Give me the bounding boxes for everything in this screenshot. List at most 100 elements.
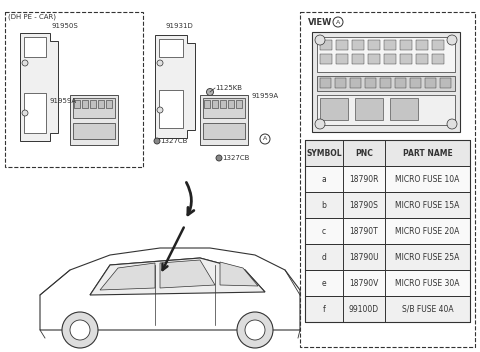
Bar: [384, 40, 396, 50]
Text: MICRO FUSE 20A: MICRO FUSE 20A: [396, 226, 460, 235]
Bar: [320, 54, 332, 64]
Text: b: b: [322, 201, 326, 209]
Circle shape: [206, 88, 214, 95]
Circle shape: [22, 110, 28, 116]
Bar: [24, 93, 46, 133]
Bar: [203, 98, 245, 118]
Bar: [305, 218, 470, 244]
Circle shape: [245, 320, 265, 340]
Polygon shape: [40, 248, 300, 330]
Text: 91959A: 91959A: [252, 93, 279, 99]
Bar: [305, 270, 470, 296]
Text: (DH PE - CAR): (DH PE - CAR): [8, 14, 56, 20]
Bar: [73, 98, 115, 118]
Bar: [350, 78, 361, 88]
Circle shape: [315, 35, 325, 45]
Text: 18790V: 18790V: [349, 278, 379, 288]
Text: MICRO FUSE 30A: MICRO FUSE 30A: [395, 278, 460, 288]
Bar: [400, 54, 412, 64]
Bar: [228, 100, 234, 108]
Bar: [395, 78, 406, 88]
Circle shape: [62, 312, 98, 348]
Circle shape: [157, 60, 163, 66]
Text: PNC: PNC: [355, 149, 373, 157]
Bar: [312, 32, 460, 132]
Text: 91931D: 91931D: [165, 23, 193, 29]
Text: 18790U: 18790U: [349, 252, 379, 262]
Bar: [98, 100, 104, 108]
Text: 18790S: 18790S: [349, 201, 378, 209]
Bar: [305, 192, 470, 218]
Bar: [335, 78, 346, 88]
Bar: [305, 166, 470, 192]
Bar: [320, 78, 331, 88]
Bar: [352, 54, 364, 64]
Bar: [432, 40, 444, 50]
Bar: [336, 40, 348, 50]
Text: S/B FUSE 40A: S/B FUSE 40A: [402, 304, 453, 314]
Bar: [320, 40, 332, 50]
Polygon shape: [20, 33, 58, 141]
Bar: [400, 40, 412, 50]
Bar: [203, 123, 245, 139]
Bar: [305, 244, 470, 270]
Bar: [368, 54, 380, 64]
Bar: [305, 140, 470, 322]
Bar: [368, 40, 380, 50]
Bar: [425, 78, 436, 88]
Bar: [440, 78, 451, 88]
Bar: [159, 90, 183, 128]
Text: 1327CB: 1327CB: [222, 155, 250, 161]
Text: 91959A: 91959A: [50, 98, 77, 104]
Bar: [70, 95, 118, 145]
Bar: [320, 98, 348, 120]
Bar: [90, 100, 96, 108]
Circle shape: [315, 119, 325, 129]
Circle shape: [447, 119, 457, 129]
Text: a: a: [322, 175, 326, 183]
Bar: [106, 100, 112, 108]
Text: SYMBOL: SYMBOL: [306, 149, 342, 157]
Circle shape: [333, 17, 343, 27]
Text: d: d: [322, 252, 326, 262]
Text: 99100D: 99100D: [349, 304, 379, 314]
Text: 1125KB: 1125KB: [215, 85, 242, 91]
FancyArrowPatch shape: [186, 182, 194, 215]
Bar: [416, 54, 428, 64]
Text: c: c: [322, 226, 326, 235]
Text: f: f: [323, 304, 325, 314]
Text: MICRO FUSE 10A: MICRO FUSE 10A: [396, 175, 460, 183]
Bar: [24, 37, 46, 57]
Text: MICRO FUSE 25A: MICRO FUSE 25A: [396, 252, 460, 262]
Bar: [317, 37, 455, 72]
Polygon shape: [155, 35, 195, 138]
Bar: [74, 100, 80, 108]
Bar: [82, 100, 88, 108]
Text: 18790R: 18790R: [349, 175, 379, 183]
Bar: [336, 54, 348, 64]
Text: 18790T: 18790T: [349, 226, 378, 235]
Bar: [204, 100, 210, 108]
Text: 1327CB: 1327CB: [160, 138, 187, 144]
Circle shape: [237, 312, 273, 348]
Bar: [159, 39, 183, 57]
Text: e: e: [322, 278, 326, 288]
Text: A: A: [336, 19, 340, 25]
Bar: [220, 100, 226, 108]
Bar: [212, 100, 218, 108]
Polygon shape: [90, 258, 265, 295]
Bar: [317, 76, 455, 91]
Bar: [355, 98, 383, 120]
Circle shape: [447, 35, 457, 45]
Bar: [236, 100, 242, 108]
Circle shape: [154, 138, 160, 144]
Circle shape: [157, 107, 163, 113]
Text: PART NAME: PART NAME: [403, 149, 452, 157]
Bar: [432, 54, 444, 64]
Bar: [305, 140, 470, 166]
Polygon shape: [100, 263, 155, 290]
Bar: [73, 123, 115, 139]
Bar: [200, 95, 248, 145]
Text: 91950S: 91950S: [52, 23, 79, 29]
Bar: [305, 296, 470, 322]
